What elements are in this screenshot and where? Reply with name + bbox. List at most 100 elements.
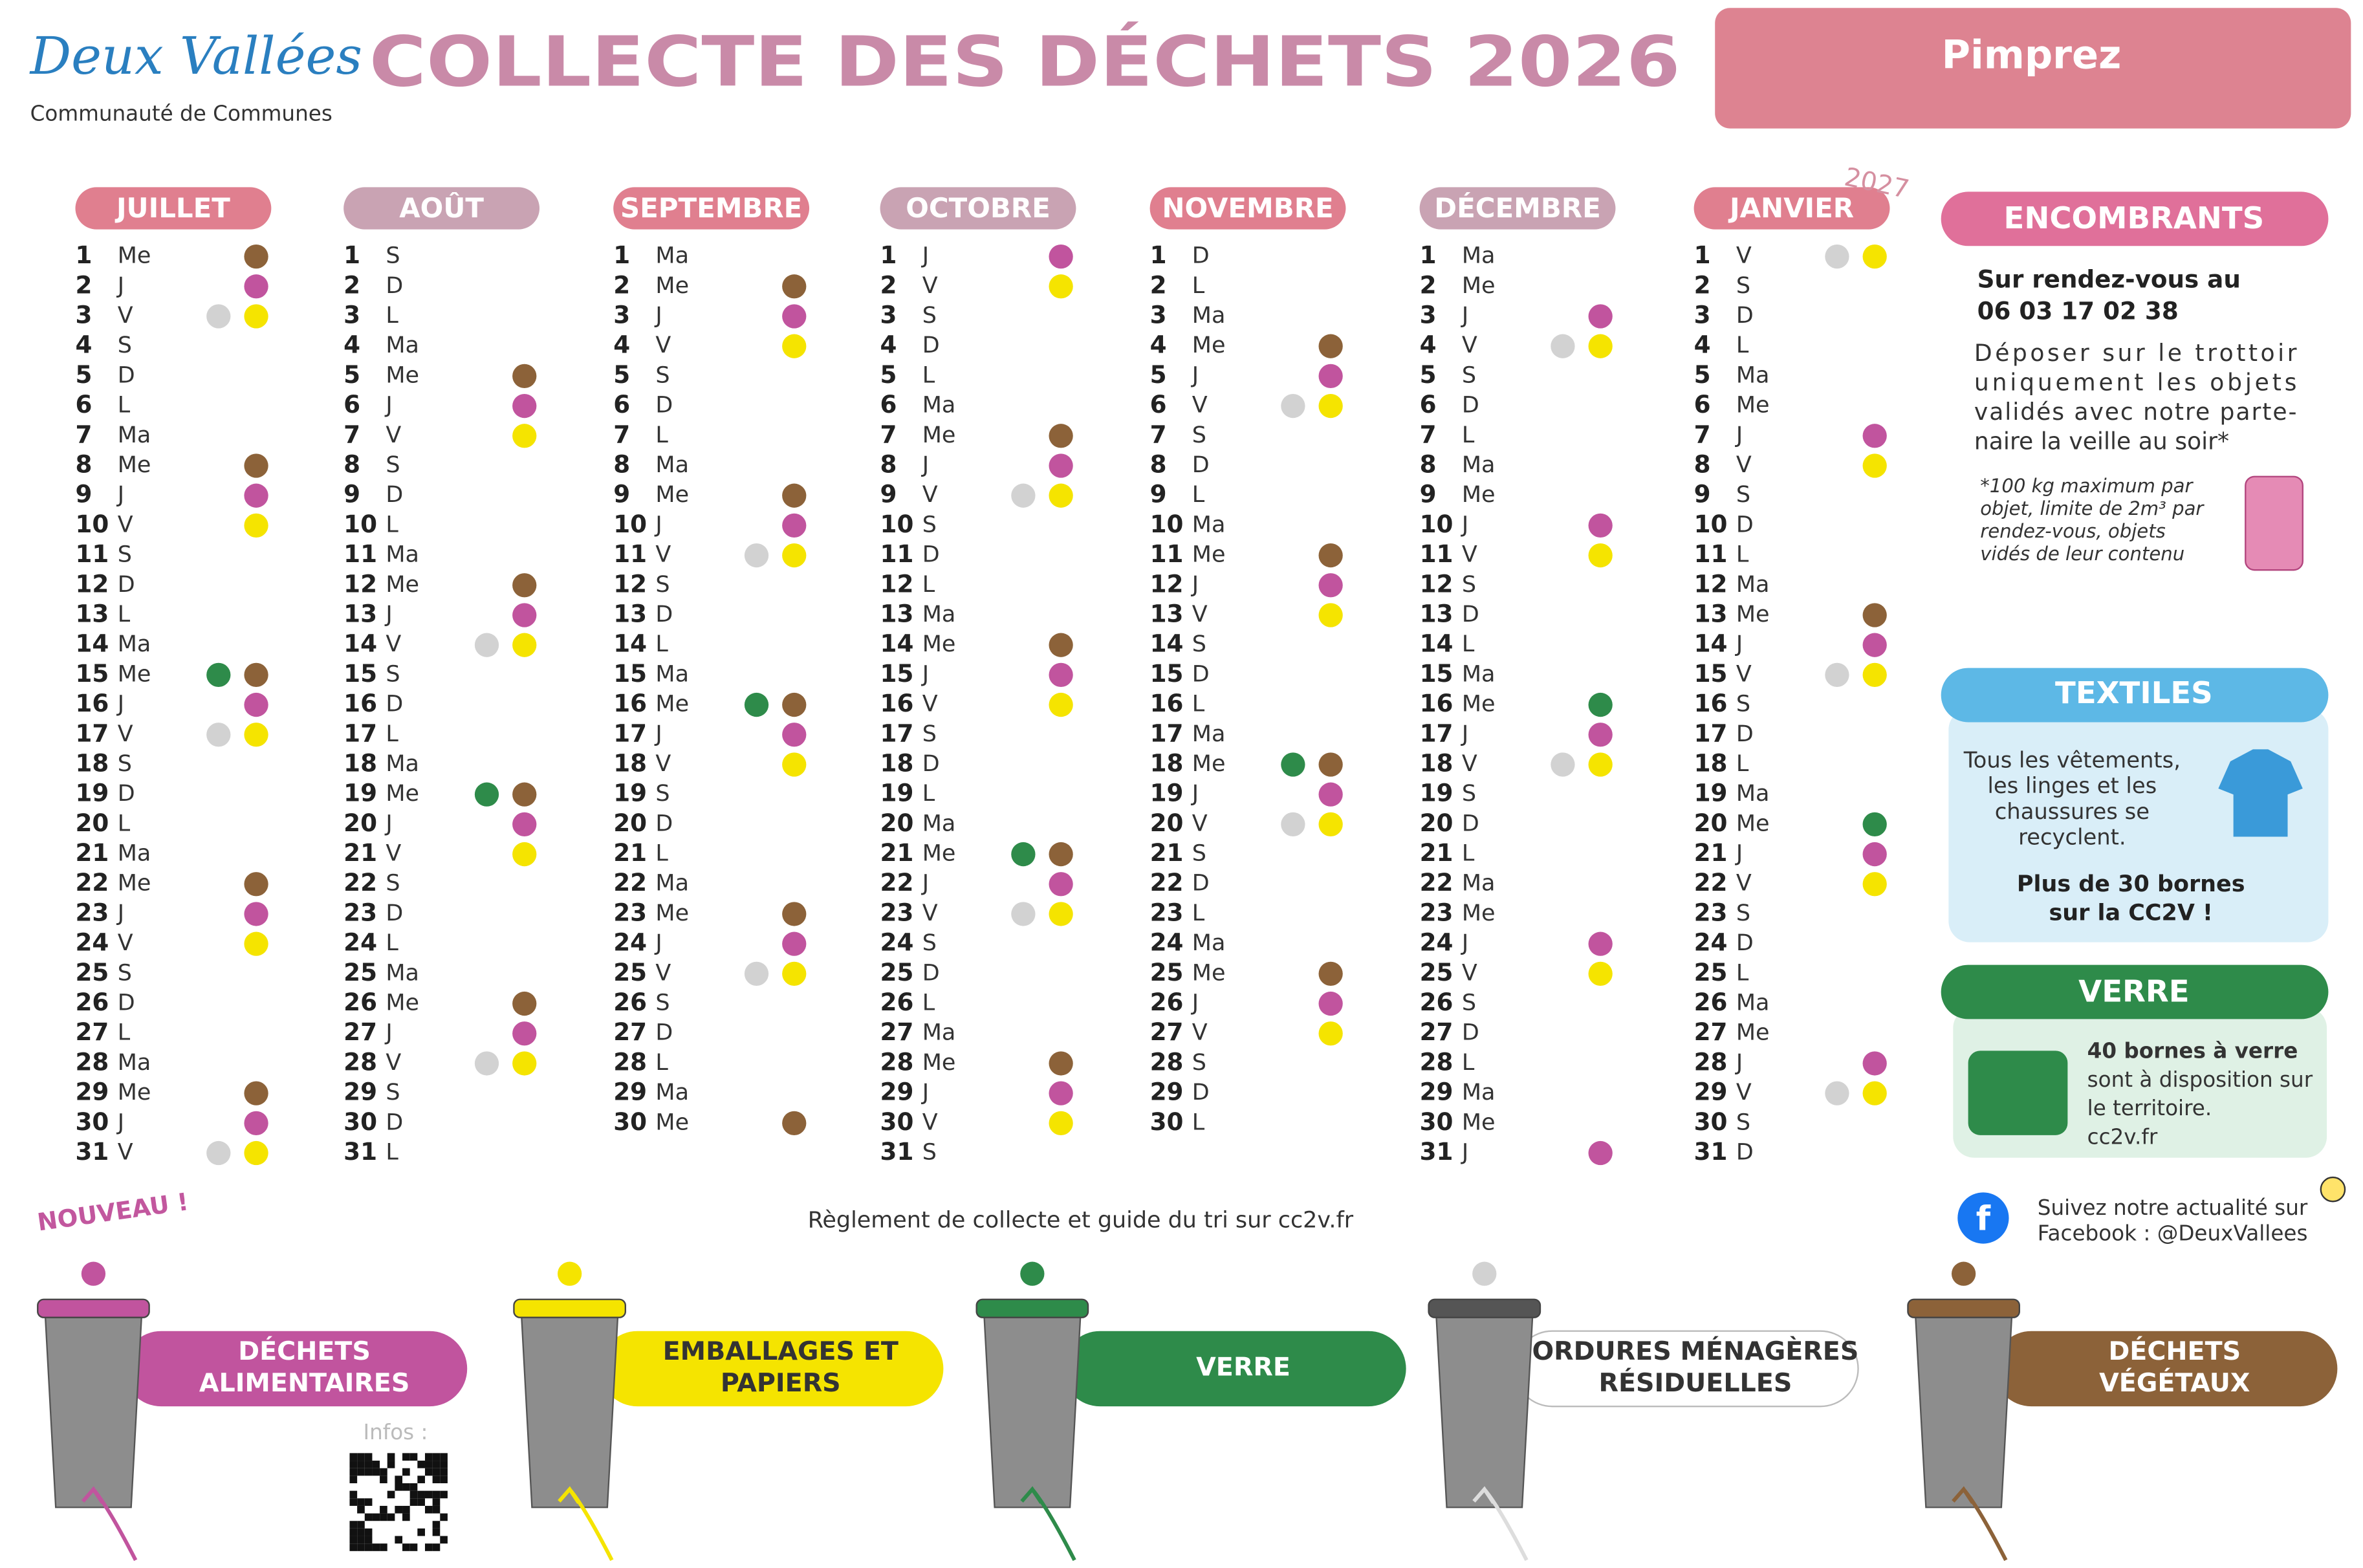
weekday: Ma [655,1080,689,1105]
weekday: Me [1462,1109,1496,1135]
collection-dot [1049,692,1073,717]
weekday: Ma [1736,990,1770,1016]
day-number: 5 [1420,360,1437,389]
weekday: D [386,1109,403,1135]
collection-dot [1011,842,1036,867]
day-number: 13 [1150,599,1184,627]
weekday: J [384,602,392,627]
qr-cell [432,1461,441,1468]
weekday: J [654,721,662,747]
qr-cell [349,1521,358,1529]
qr-cell [424,1505,433,1514]
day-number: 6 [1150,390,1167,419]
container-icon [1968,1051,2068,1135]
collection-dot [782,543,807,568]
collection-dot [1862,453,1887,478]
day-number: 5 [613,360,630,389]
day-number: 20 [880,809,914,837]
collection-dot [244,872,268,897]
day-number: 13 [1420,599,1454,627]
weekday: Me [922,841,956,867]
collection-dot [1281,812,1305,837]
weekday: D [1462,811,1479,836]
qr-cell [364,1528,373,1536]
day-number: 20 [343,809,377,837]
weekday: V [1192,811,1208,836]
day-number: 8 [880,450,897,478]
day-number: 3 [880,300,897,329]
day-number: 11 [1420,539,1454,568]
weekday: J [1461,303,1468,329]
panel-header [1941,668,2329,723]
weekday: Ma [1192,930,1226,956]
weekday: Ma [1192,512,1226,538]
weekday: S [118,542,132,568]
bin-banner [124,1331,468,1407]
collection-dot [1588,692,1613,717]
weekday: S [1736,1109,1750,1135]
weekday: Me [1736,393,1770,419]
day-number: 4 [1694,331,1711,359]
weekday: J [1735,631,1743,657]
day-number: 21 [1694,838,1728,867]
day-number: 18 [880,748,914,777]
collection-dot [1049,483,1073,508]
facebook-text: Facebook : @DeuxVallees [2038,1221,2308,1246]
panel-text: 40 bornes à verre [2087,1039,2298,1063]
collection-dot [1588,723,1613,747]
weekday: Me [1462,273,1496,299]
day-number: 27 [1694,1018,1728,1046]
day-number: 14 [613,629,647,658]
weekday: Ma [386,751,419,777]
collection-dot [744,961,769,986]
qr-cell [364,1513,373,1521]
day-number: 15 [343,659,377,688]
weekday: V [1736,243,1752,269]
day-number: 27 [1150,1018,1184,1046]
weekday: S [1192,1050,1206,1076]
weekday: J [384,393,392,419]
day-number: 9 [343,480,360,508]
weekday: S [922,512,937,538]
day-number: 19 [1420,779,1454,807]
collection-dot [1318,782,1343,807]
weekday: Ma [118,422,151,448]
day-number: 1 [1694,241,1711,269]
day-number: 15 [1150,659,1184,688]
collection-dot [1011,902,1036,926]
collection-dot [1318,543,1343,568]
weekday: Ma [655,661,689,687]
collection-dot [244,244,268,269]
weekday: Ma [386,332,419,358]
day-number: 13 [1694,599,1728,627]
day-number: 23 [343,898,377,926]
panel-text: cc2v.fr [2087,1124,2158,1149]
weekday: D [1192,871,1210,897]
weekday: Ma [386,960,419,986]
qr-cell [364,1461,373,1468]
weekday: S [1462,572,1476,598]
day-number: 18 [613,748,647,777]
day-number: 11 [75,539,109,568]
qr-cell [409,1498,418,1506]
weekday: L [118,393,131,419]
collection-dot [744,692,769,717]
day-number: 18 [1694,748,1728,777]
day-number: 21 [880,838,914,867]
day-number: 26 [613,988,647,1016]
day-number: 18 [75,748,109,777]
weekday: S [655,990,670,1016]
collection-dot [1588,304,1613,329]
bin-lid [1907,1298,2020,1318]
day-number: 10 [613,510,647,538]
bin-lid [1428,1298,1541,1318]
weekday: Ma [1462,1080,1496,1105]
weekday: L [1462,631,1475,657]
day-number: 30 [75,1107,109,1136]
weekday: D [118,362,135,388]
weekday: L [922,572,935,598]
day-number: 2 [75,270,92,299]
weekday: S [1192,841,1206,867]
weekday: D [655,602,673,627]
logo: Deux Vallées [29,26,362,86]
